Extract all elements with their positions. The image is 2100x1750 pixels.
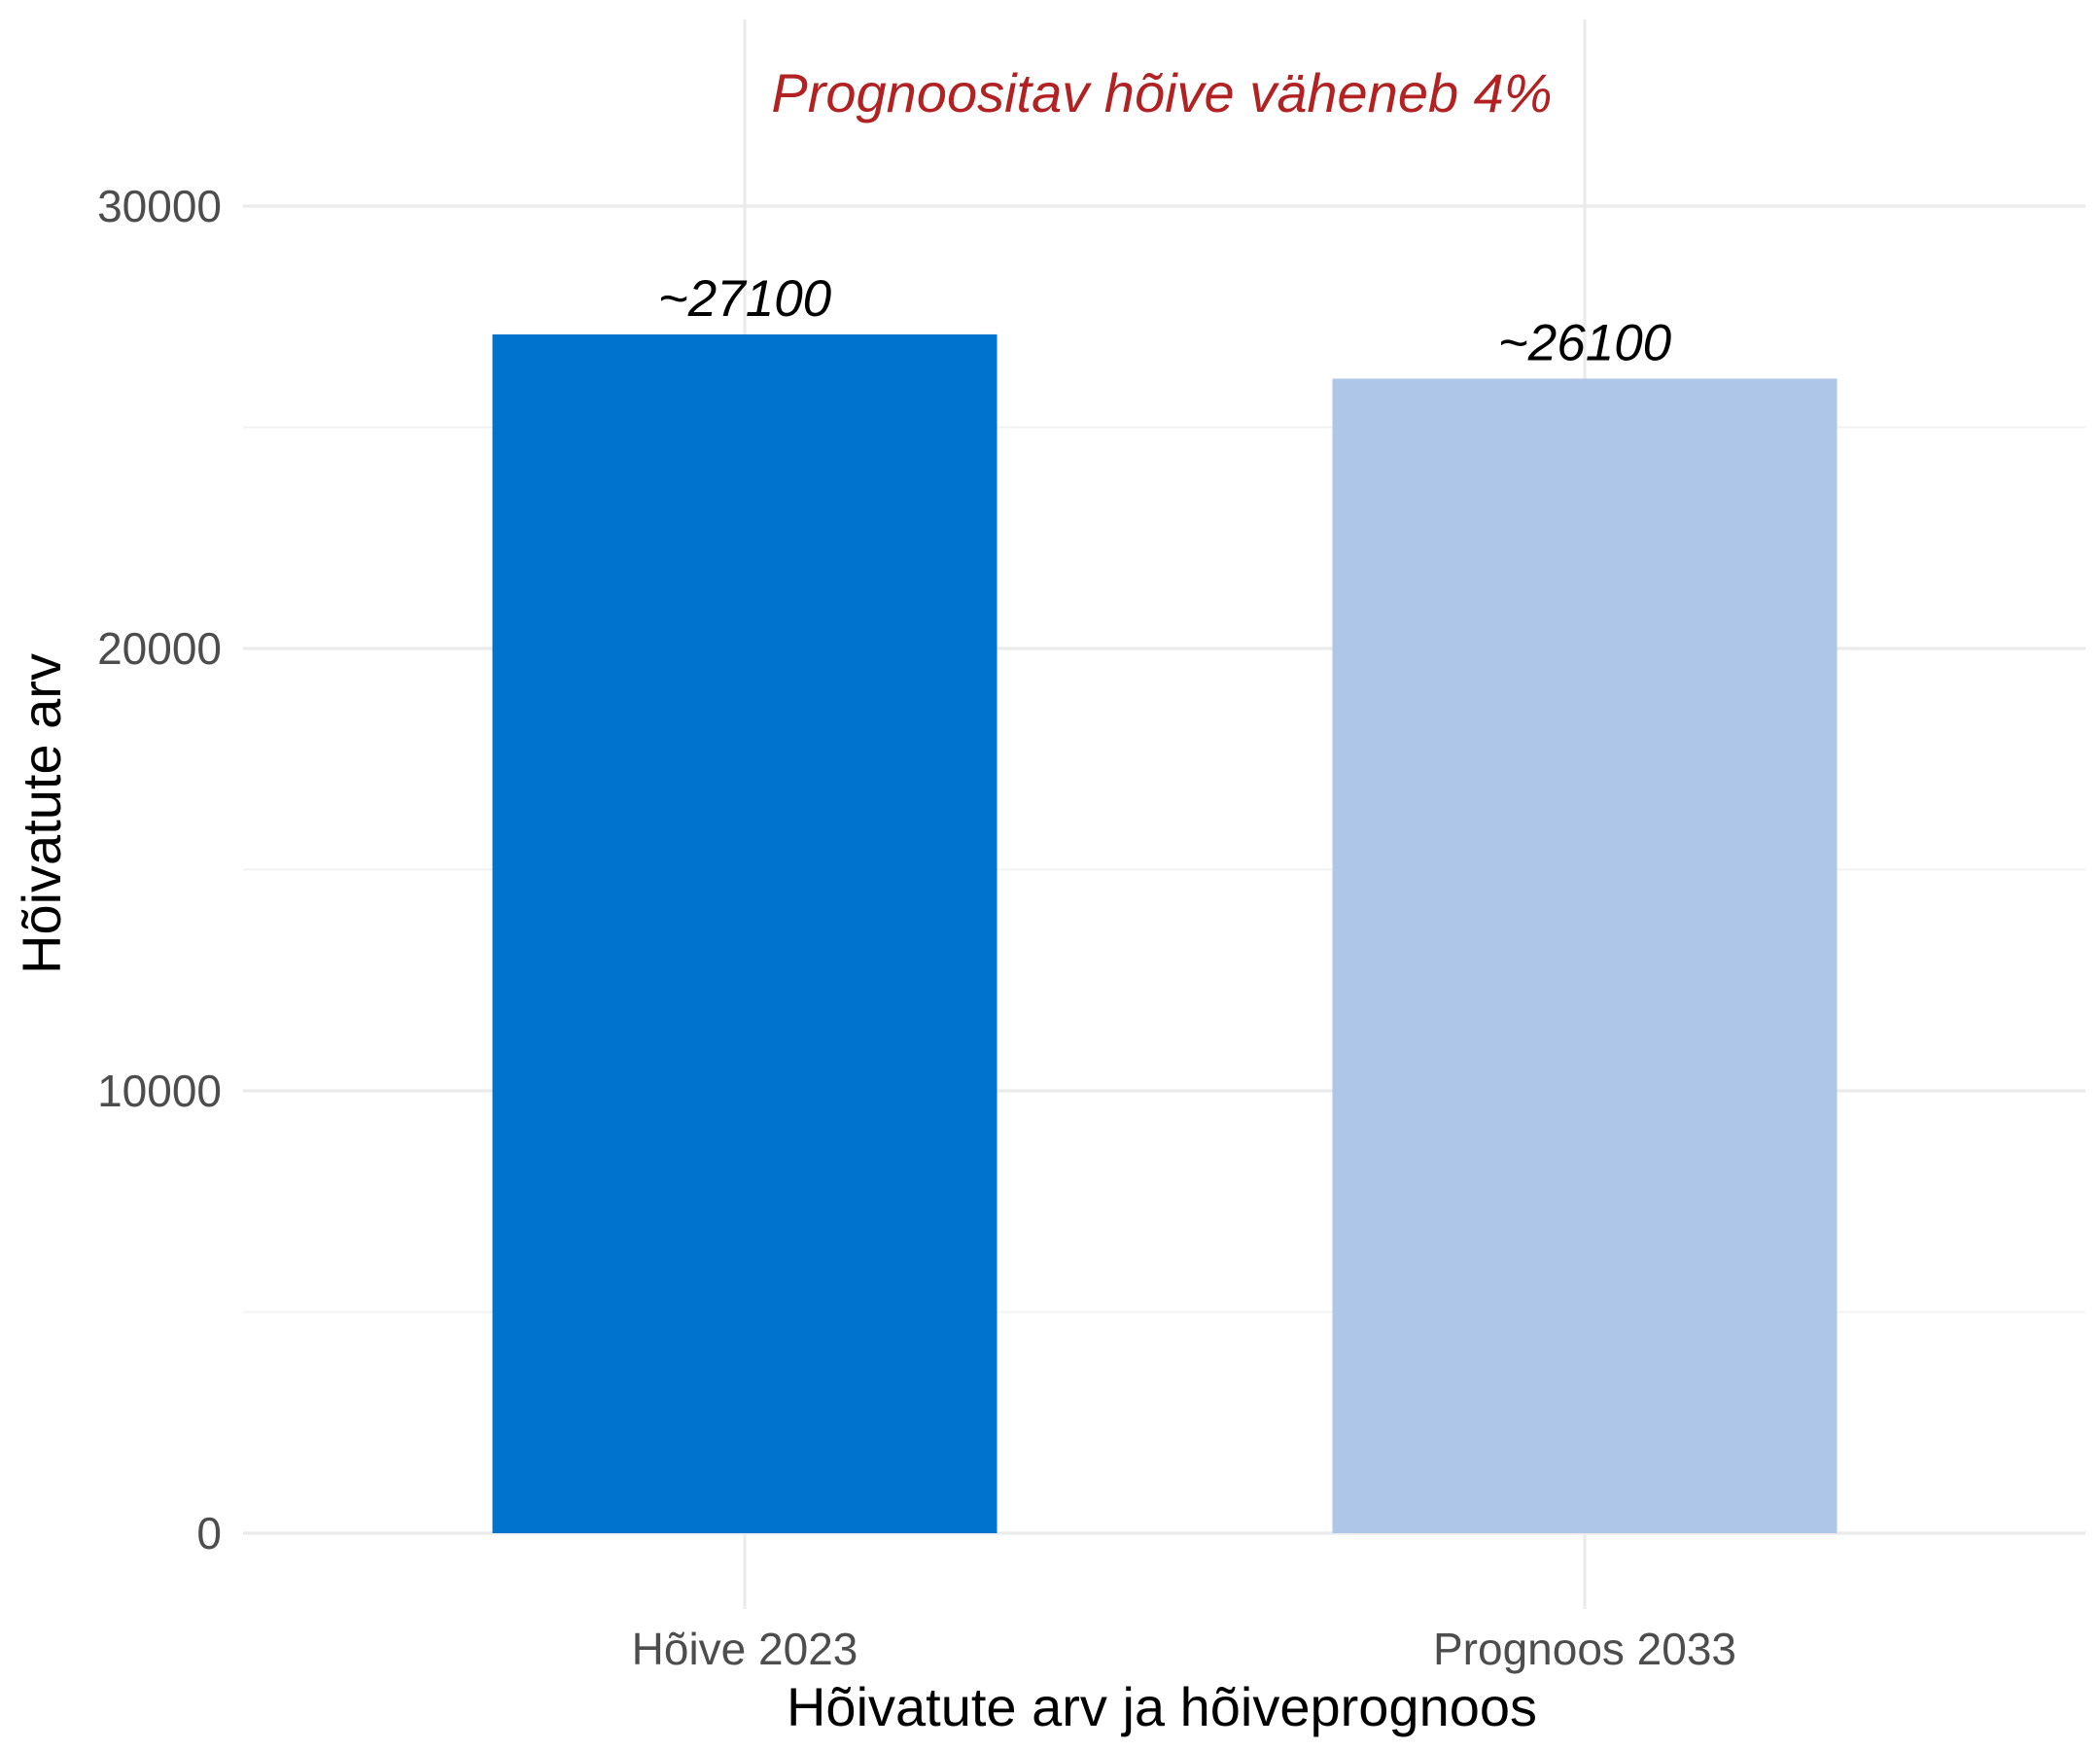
x-tick-label: Prognoos 2033 (1433, 1624, 1736, 1674)
x-axis-title: Hõivatute arv ja hõiveprognoos (787, 1676, 1537, 1737)
bar-value-label: ~26100 (1498, 314, 1672, 371)
data-labels: ~27100 ~26100 (658, 270, 1672, 372)
bar (1332, 378, 1838, 1534)
axis-ticks: 0 10000 20000 30000 Hõive 2023 Prognoos 2033 (97, 181, 1736, 1674)
bar-value-label: ~27100 (658, 270, 832, 328)
y-axis-title: Hõivatute arv (11, 653, 72, 974)
y-tick-label: 0 (196, 1508, 222, 1558)
y-tick-label: 20000 (97, 623, 222, 674)
y-tick-label: 10000 (97, 1066, 222, 1116)
x-tick-label: Hõive 2023 (632, 1624, 858, 1674)
y-tick-label: 30000 (97, 181, 222, 231)
bars (492, 333, 1838, 1534)
chart-annotation: Prognoositav hõive väheneb 4% (771, 62, 1552, 123)
bar (492, 333, 998, 1534)
